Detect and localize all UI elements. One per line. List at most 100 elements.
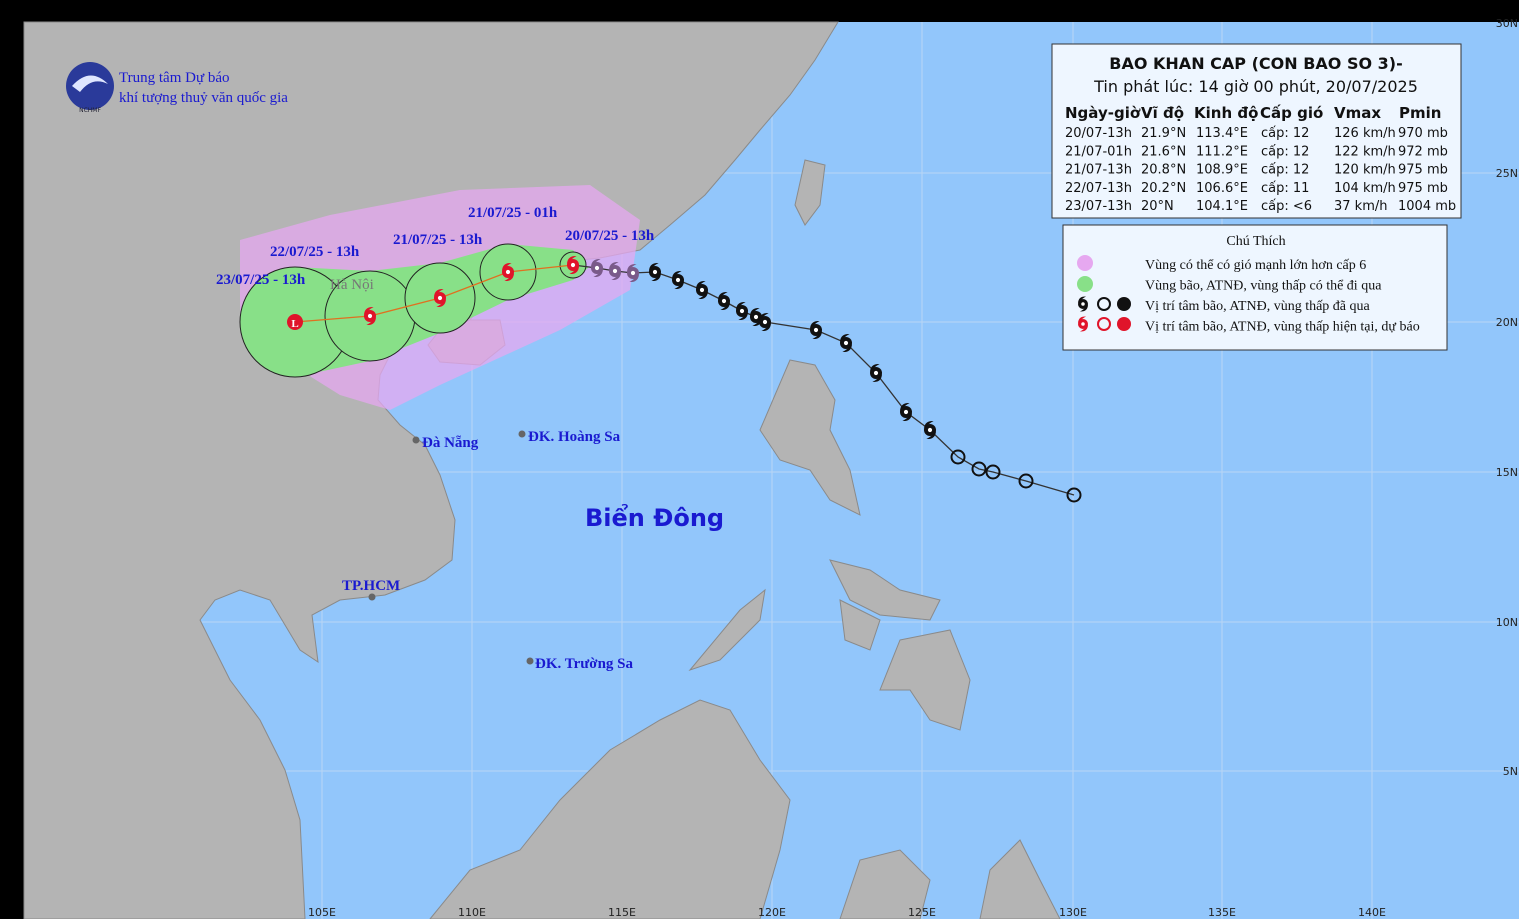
storm-symbol bbox=[1078, 316, 1088, 332]
table-cell: 972 mb bbox=[1398, 144, 1448, 159]
storm-eye bbox=[630, 270, 636, 276]
storm-eye bbox=[612, 268, 618, 274]
storm-symbol bbox=[649, 262, 661, 282]
longitude-label: 110E bbox=[458, 906, 486, 919]
storm-symbol bbox=[609, 261, 621, 281]
table-cell: cấp: 12 bbox=[1261, 126, 1309, 141]
storm-symbol bbox=[736, 301, 748, 321]
latitude-label: 10N bbox=[1496, 616, 1518, 629]
bulletin-subtitle: Tin phát lúc: 14 giờ 00 phút, 20/07/2025 bbox=[1093, 77, 1418, 96]
table-cell: 20.2°N bbox=[1141, 181, 1186, 196]
place-label: TP.HCM bbox=[342, 578, 400, 594]
depression-position bbox=[950, 449, 966, 465]
legend-item: Vùng có thể có gió mạnh lớn hơn cấp 6 bbox=[1145, 258, 1366, 273]
forecast-time: 20/07/25 - 13h bbox=[565, 228, 655, 244]
table-cell: 22/07-13h bbox=[1065, 181, 1132, 196]
table-cell: 1004 mb bbox=[1398, 199, 1456, 214]
depression-position bbox=[971, 461, 987, 477]
borneo bbox=[429, 699, 791, 919]
place-label: Đà Nẵng bbox=[422, 435, 479, 451]
forecast-time: 22/07/25 - 13h bbox=[270, 244, 360, 260]
table-cell: 21/07-13h bbox=[1065, 163, 1132, 178]
table-cell: 126 km/h bbox=[1334, 126, 1396, 141]
longitude-label: 130E bbox=[1059, 906, 1087, 919]
place-label: Hà Nội bbox=[330, 277, 374, 293]
storm-symbol bbox=[810, 320, 822, 340]
latitude-label: 30N bbox=[1496, 17, 1518, 30]
table-cell: 111.2°E bbox=[1196, 144, 1248, 159]
storm-symbol bbox=[591, 258, 603, 278]
storm-eye bbox=[1081, 302, 1085, 306]
city-dot bbox=[368, 593, 376, 601]
table-cell: 104.1°E bbox=[1196, 199, 1248, 214]
storm-eye bbox=[927, 427, 933, 433]
longitude-label: 140E bbox=[1358, 906, 1386, 919]
bulletin-title: BAO KHAN CAP (CON BAO SO 3)- bbox=[1109, 54, 1402, 73]
table-cell: 21.6°N bbox=[1141, 144, 1186, 159]
storm-eye bbox=[873, 370, 879, 376]
storm-symbol bbox=[364, 306, 376, 326]
storm-symbol bbox=[750, 307, 762, 327]
logo bbox=[66, 62, 114, 110]
storm-eye bbox=[367, 313, 373, 319]
table-cell: 113.4°E bbox=[1196, 126, 1248, 141]
table-box bbox=[1051, 43, 1462, 219]
storm-eye bbox=[762, 319, 768, 325]
legend-item: Vùng bão, ATNĐ, vùng thấp có thể đi qua bbox=[1145, 279, 1382, 294]
storm-symbol bbox=[696, 280, 708, 300]
storm-symbol bbox=[434, 288, 446, 308]
storm-eye bbox=[437, 295, 443, 301]
storm-eye bbox=[739, 308, 745, 314]
city-dot bbox=[518, 430, 526, 438]
table-cell: cấp: 12 bbox=[1261, 144, 1309, 159]
bulletin-table: BAO KHAN CAP (CON BAO SO 3)- Tin phát lú… bbox=[1051, 43, 1462, 219]
storm-eye bbox=[903, 409, 909, 415]
storm-symbol bbox=[900, 402, 912, 422]
past-positions bbox=[591, 258, 1082, 503]
storm-symbol bbox=[718, 291, 730, 311]
table-cell: 106.6°E bbox=[1196, 181, 1248, 196]
table-cell: cấp: <6 bbox=[1261, 199, 1312, 214]
latitude-label: 20N bbox=[1496, 316, 1518, 329]
legend-item: Vị trí tâm bão, ATNĐ, vùng thấp đã qua bbox=[1145, 299, 1371, 314]
table-header: Vmax bbox=[1334, 104, 1381, 122]
table-cell: 104 km/h bbox=[1334, 181, 1396, 196]
storm-symbol bbox=[870, 363, 882, 383]
storm-eye bbox=[721, 298, 727, 304]
latitude-label: 5N bbox=[1503, 765, 1518, 778]
luzon bbox=[759, 359, 861, 516]
storm-eye bbox=[505, 269, 511, 275]
depression-position bbox=[1066, 487, 1082, 503]
map-labels: 20/07/25 - 13h 21/07/25 - 01h 21/07/25 - 1… bbox=[216, 205, 724, 672]
storm-symbol bbox=[672, 270, 684, 290]
storm-eye bbox=[652, 269, 658, 275]
storm-eye bbox=[675, 277, 681, 283]
forecast-time: 23/07/25 - 13h bbox=[216, 272, 306, 288]
longitude-label: 115E bbox=[608, 906, 636, 919]
storm-symbol bbox=[502, 262, 514, 282]
taiwan bbox=[794, 159, 826, 226]
table-cell: 20/07-13h bbox=[1065, 126, 1132, 141]
table-cell: 120 km/h bbox=[1334, 163, 1396, 178]
table-header: Pmin bbox=[1399, 104, 1441, 122]
table-cell: 975 mb bbox=[1398, 181, 1448, 196]
longitude-label: 105E bbox=[308, 906, 336, 919]
storm-eye bbox=[570, 262, 576, 268]
forecast-positions: L bbox=[287, 255, 579, 330]
logo-text: NCHMF bbox=[79, 107, 101, 114]
legend-symbol bbox=[1117, 317, 1131, 331]
axis-labels: 105E 110E 115E 120E 125E 130E 135E 140E 30N 25N 20… bbox=[308, 17, 1518, 919]
city-dot bbox=[526, 657, 534, 665]
legend-symbol bbox=[1117, 297, 1131, 311]
legend-symbol bbox=[1097, 317, 1111, 331]
longitude-label: 125E bbox=[908, 906, 936, 919]
forecast-time: 21/07/25 - 01h bbox=[468, 205, 558, 221]
place-label: Biển Đông bbox=[585, 502, 724, 532]
storm-eye bbox=[753, 314, 759, 320]
depression-position bbox=[1018, 473, 1034, 489]
agency-name: khí tượng thuỷ văn quốc gia bbox=[119, 90, 288, 106]
agency: NCHMF Trung tâm Dự báo khí tượng thuỷ vă… bbox=[66, 62, 288, 114]
latitude-label: 15N bbox=[1496, 466, 1518, 479]
storm-symbol bbox=[567, 255, 579, 275]
